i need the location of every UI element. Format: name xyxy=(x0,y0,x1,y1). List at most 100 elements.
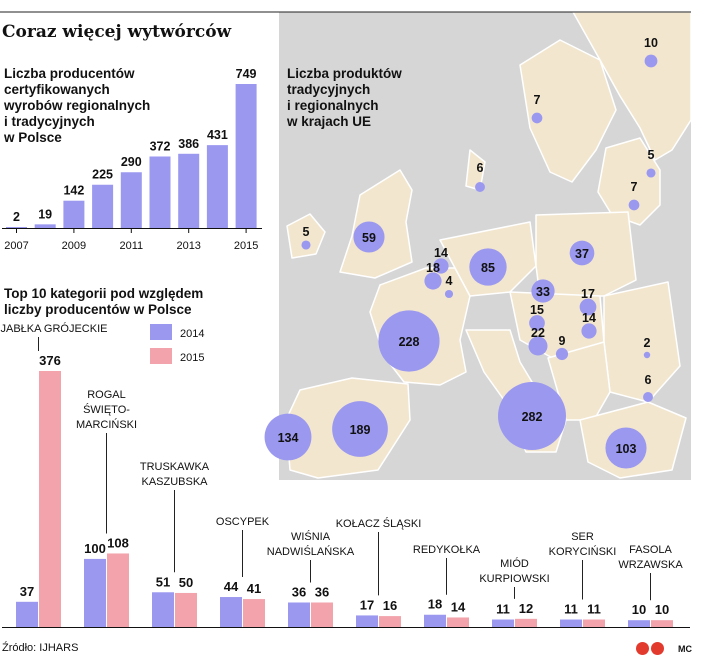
top10-category-label: OSCYPEK xyxy=(216,516,270,528)
country-bubble xyxy=(529,315,545,331)
country-bubble xyxy=(433,258,449,274)
bubble-value-label: 15 xyxy=(530,303,544,317)
top10-value-2014: 51 xyxy=(156,574,170,589)
producers-value-label: 386 xyxy=(178,137,199,151)
bubble-value-label: 134 xyxy=(278,431,299,445)
top10-category-label: KURPIOWSKI xyxy=(479,573,549,585)
top10-value-2014: 44 xyxy=(224,579,239,594)
top10-value-2014: 36 xyxy=(292,584,306,599)
top10-bar-2014 xyxy=(356,615,378,627)
top10-bar-2015 xyxy=(107,553,129,627)
bubble-value-label: 9 xyxy=(559,334,566,348)
bubble-value-label: 14 xyxy=(582,311,596,325)
top10-bar-2015 xyxy=(379,616,401,627)
top10-value-2015: 11 xyxy=(587,602,601,617)
country-shape xyxy=(597,137,661,226)
bubble-value-label: 282 xyxy=(522,410,543,424)
country-bubble xyxy=(498,382,566,450)
top10-category-label: ŚWIĘTO- xyxy=(83,403,130,416)
top10-value-2014: 37 xyxy=(20,584,34,599)
country-bubble xyxy=(444,289,454,299)
country-bubble xyxy=(579,298,597,316)
top10-bar-2015 xyxy=(515,618,537,627)
bubble-value-label: 189 xyxy=(350,423,371,437)
top10-value-2014: 18 xyxy=(428,597,442,612)
producers-bar xyxy=(149,156,171,228)
producers-value-label: 225 xyxy=(92,168,113,182)
top10-value-2015: 41 xyxy=(247,581,261,596)
top10-value-2015: 14 xyxy=(451,599,466,614)
country-bubble xyxy=(475,182,485,192)
producers-title-line: i tradycyjnych xyxy=(4,114,95,129)
bubble-value-label: 6 xyxy=(477,161,484,175)
bubble-value-label: 228 xyxy=(399,335,420,349)
top10-category-label: MARCIŃSKI xyxy=(76,418,137,431)
top10-category-label: FASOLA xyxy=(629,544,672,556)
country-bubble xyxy=(646,168,656,178)
bubble-value-label: 85 xyxy=(481,261,495,275)
country-bubble xyxy=(469,248,507,286)
producers-title-line: w Polsce xyxy=(3,130,62,145)
country-bubble xyxy=(605,427,647,469)
legend-swatch-2015 xyxy=(150,348,172,364)
top10-value-2015: 36 xyxy=(315,584,329,599)
producers-bar xyxy=(6,227,27,228)
bubble-value-label: 7 xyxy=(631,180,638,194)
bubble-value-label: 5 xyxy=(303,225,310,239)
producers-title-line: wyrobów regionalnych xyxy=(3,98,150,113)
producers-x-tick-label: 2011 xyxy=(119,240,143,252)
producers-bar xyxy=(206,145,228,228)
country-bubble xyxy=(643,351,651,359)
credit-note: MC xyxy=(678,644,692,654)
map-title-line: i regionalnych xyxy=(287,98,379,113)
top10-value-2014: 11 xyxy=(564,602,578,617)
map-title-line: tradycyjnych xyxy=(287,82,370,97)
producers-title-line: certyfikowanych xyxy=(4,82,110,97)
bubble-value-label: 22 xyxy=(531,326,545,340)
top10-title-line: liczby producentów w Polsce xyxy=(4,302,192,317)
top10-category-label: MIÓD xyxy=(500,557,529,570)
country-shape xyxy=(519,39,617,183)
bubble-value-label: 17 xyxy=(581,287,595,301)
top10-category-label: SER xyxy=(571,531,594,543)
top10-bar-2015 xyxy=(447,617,469,627)
source-note: Źródło: IJHARS xyxy=(2,642,79,654)
producers-bar xyxy=(120,172,142,228)
country-bubble xyxy=(332,401,388,457)
top10-bar-2014 xyxy=(628,620,650,627)
top10-bar-2014 xyxy=(84,558,106,627)
country-bubble xyxy=(424,272,442,290)
top10-value-2014: 10 xyxy=(632,602,646,617)
country-bubble xyxy=(353,221,385,253)
legend-label-2014: 2014 xyxy=(180,328,204,340)
country-bubble xyxy=(569,240,595,266)
top10-bar-2015 xyxy=(175,592,197,627)
top10-category-label: KOŁACZ ŚLĄSKI xyxy=(336,517,422,530)
producers-x-tick-label: 2007 xyxy=(4,240,28,252)
country-bubble xyxy=(555,347,569,361)
bubble-value-label: 59 xyxy=(362,231,376,245)
bubble-value-label: 33 xyxy=(536,285,550,299)
producers-x-tick-label: 2013 xyxy=(176,240,200,252)
top10-bar-2014 xyxy=(424,614,446,627)
bubble-value-label: 14 xyxy=(434,246,448,260)
producers-value-label: 142 xyxy=(63,184,84,198)
top10-category-label: WIŚNIA xyxy=(291,530,331,543)
top10-value-2014: 11 xyxy=(496,602,510,617)
country-bubble xyxy=(581,323,597,339)
bubble-value-label: 6 xyxy=(645,373,652,387)
top10-bar-chart: 2014 2015 37 376 JABŁKA GRÓJECKIE 100 108 ROGAL… xyxy=(1,322,690,628)
top10-category-label: WRZAWSKA xyxy=(618,559,683,571)
main-title: Coraz więcej wytwórców xyxy=(2,22,232,42)
top10-bar-2015 xyxy=(651,620,673,627)
bubble-value-label: 7 xyxy=(534,93,541,107)
producers-value-label: 372 xyxy=(150,139,171,153)
top10-value-2015: 108 xyxy=(107,535,129,550)
country-bubble xyxy=(528,336,548,356)
producers-bar-chart: 2 19 142 225 290 372 386 431 749 2007 2009 2011 2013… xyxy=(2,67,262,252)
country-shape xyxy=(286,213,326,259)
producers-value-label: 749 xyxy=(236,67,257,81)
producers-x-tick-label: 2009 xyxy=(62,240,86,252)
